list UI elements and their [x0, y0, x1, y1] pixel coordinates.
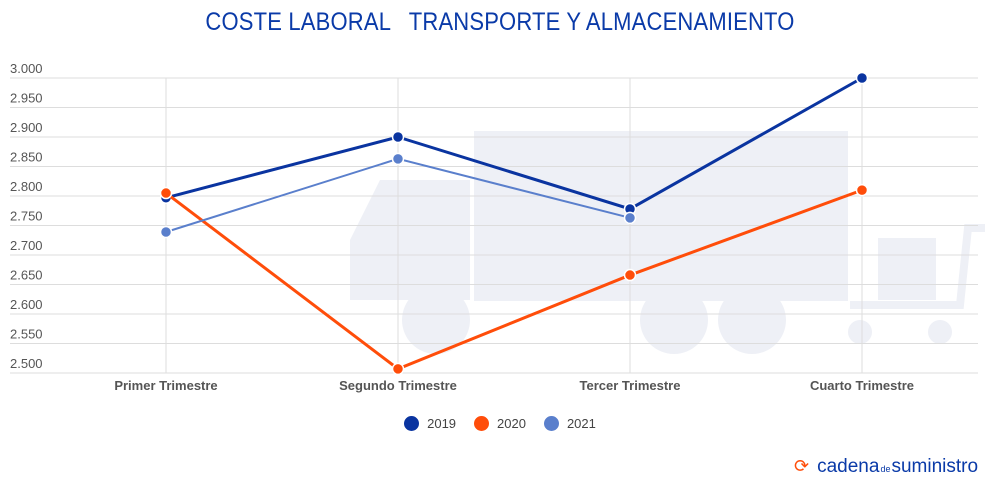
data-point-2020 — [623, 268, 637, 282]
y-tick-label: 2.750 — [10, 209, 43, 224]
series-line-2020 — [165, 188, 863, 371]
x-tick-label: Segundo Trimestre — [339, 378, 457, 393]
line-chart: 2.500 2.550 2.600 2.650 2.700 2.750 2.800 2.850… — [10, 61, 985, 393]
y-tick-label: 2.950 — [10, 91, 43, 106]
legend-marker — [474, 416, 490, 431]
series-line-2019 — [165, 76, 863, 211]
y-tick-label: 2.700 — [10, 238, 43, 253]
data-point-2020 — [391, 362, 405, 376]
y-tick-label: 2.650 — [10, 268, 43, 283]
data-point-2021 — [391, 152, 405, 166]
legend-label: 2020 — [497, 416, 526, 431]
legend: 2019 2020 2021 — [0, 416, 1000, 431]
legend-item-2020[interactable]: 2020 — [474, 416, 526, 431]
data-point-2019 — [391, 130, 405, 144]
x-tick-label: Cuarto Trimestre — [810, 378, 914, 393]
y-tick-label: 3.000 — [10, 61, 43, 76]
data-point-2020 — [159, 186, 173, 200]
legend-label: 2019 — [427, 416, 457, 431]
x-tick-label: Tercer Trimestre — [580, 378, 681, 393]
y-tick-label: 2.900 — [10, 120, 43, 135]
legend-item-2021[interactable]: 2021 — [543, 416, 596, 431]
data-point-2019 — [855, 71, 869, 85]
data-point-2021 — [159, 225, 173, 239]
legend-marker — [543, 416, 559, 431]
cadena-de-suministro-logo: ⟳ cadena de suministro — [794, 456, 979, 477]
legend-marker — [404, 416, 420, 431]
data-point-2020 — [855, 183, 869, 197]
sync-icon: ⟳ — [794, 456, 810, 476]
legend-label: 2021 — [566, 416, 596, 431]
y-tick-label: 2.550 — [10, 327, 43, 342]
y-tick-label: 2.500 — [10, 356, 43, 371]
legend-item-2019[interactable]: 2019 — [404, 416, 456, 431]
x-tick-label: Primer Trimestre — [114, 378, 217, 393]
truck-watermark — [350, 131, 985, 354]
y-tick-label: 2.800 — [10, 179, 43, 194]
data-point-2021 — [623, 211, 637, 225]
y-tick-label: 2.850 — [10, 150, 43, 165]
chart-title: COSTE LABORAL TRANSPORTE Y ALMACENAMIENT… — [205, 8, 795, 36]
y-tick-label: 2.600 — [10, 297, 43, 312]
